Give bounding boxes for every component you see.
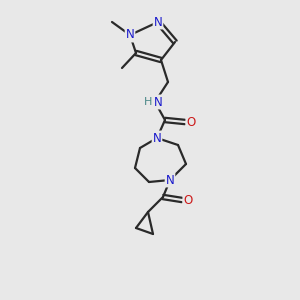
Text: N: N: [154, 95, 162, 109]
Text: N: N: [154, 16, 162, 28]
Text: O: O: [183, 194, 193, 206]
Text: N: N: [166, 173, 174, 187]
Text: H: H: [144, 97, 152, 107]
Text: O: O: [186, 116, 196, 128]
Text: N: N: [153, 131, 161, 145]
Text: N: N: [126, 28, 134, 41]
